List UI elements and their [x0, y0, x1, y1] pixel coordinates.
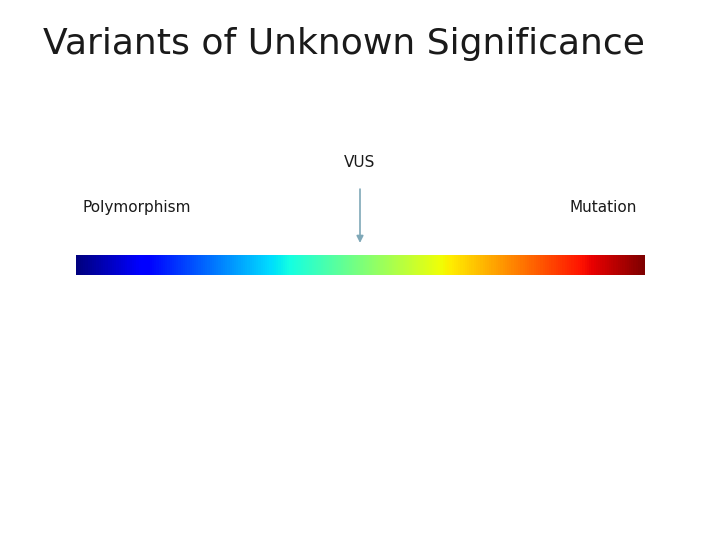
Text: Variants of Unknown Significance: Variants of Unknown Significance [43, 27, 645, 61]
Text: Mutation: Mutation [570, 200, 637, 215]
Text: Polymorphism: Polymorphism [83, 200, 192, 215]
Text: VUS: VUS [344, 155, 376, 170]
